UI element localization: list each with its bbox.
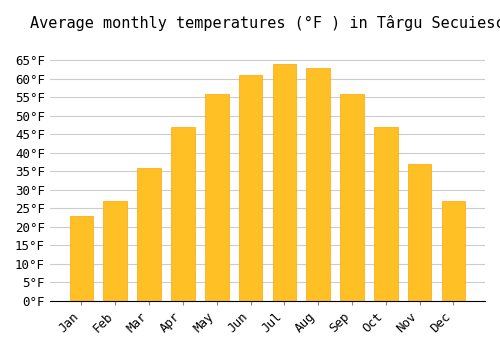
Title: Average monthly temperatures (°F ) in Târgu Secuiesc: Average monthly temperatures (°F ) in Tâ…: [30, 15, 500, 31]
Bar: [306, 68, 330, 301]
Bar: [70, 216, 94, 301]
Bar: [442, 201, 465, 301]
Bar: [104, 201, 127, 301]
Bar: [238, 75, 262, 301]
Bar: [374, 127, 398, 301]
Bar: [408, 164, 432, 301]
Bar: [205, 94, 229, 301]
Bar: [340, 94, 364, 301]
Bar: [138, 168, 161, 301]
Bar: [272, 64, 296, 301]
Bar: [171, 127, 194, 301]
